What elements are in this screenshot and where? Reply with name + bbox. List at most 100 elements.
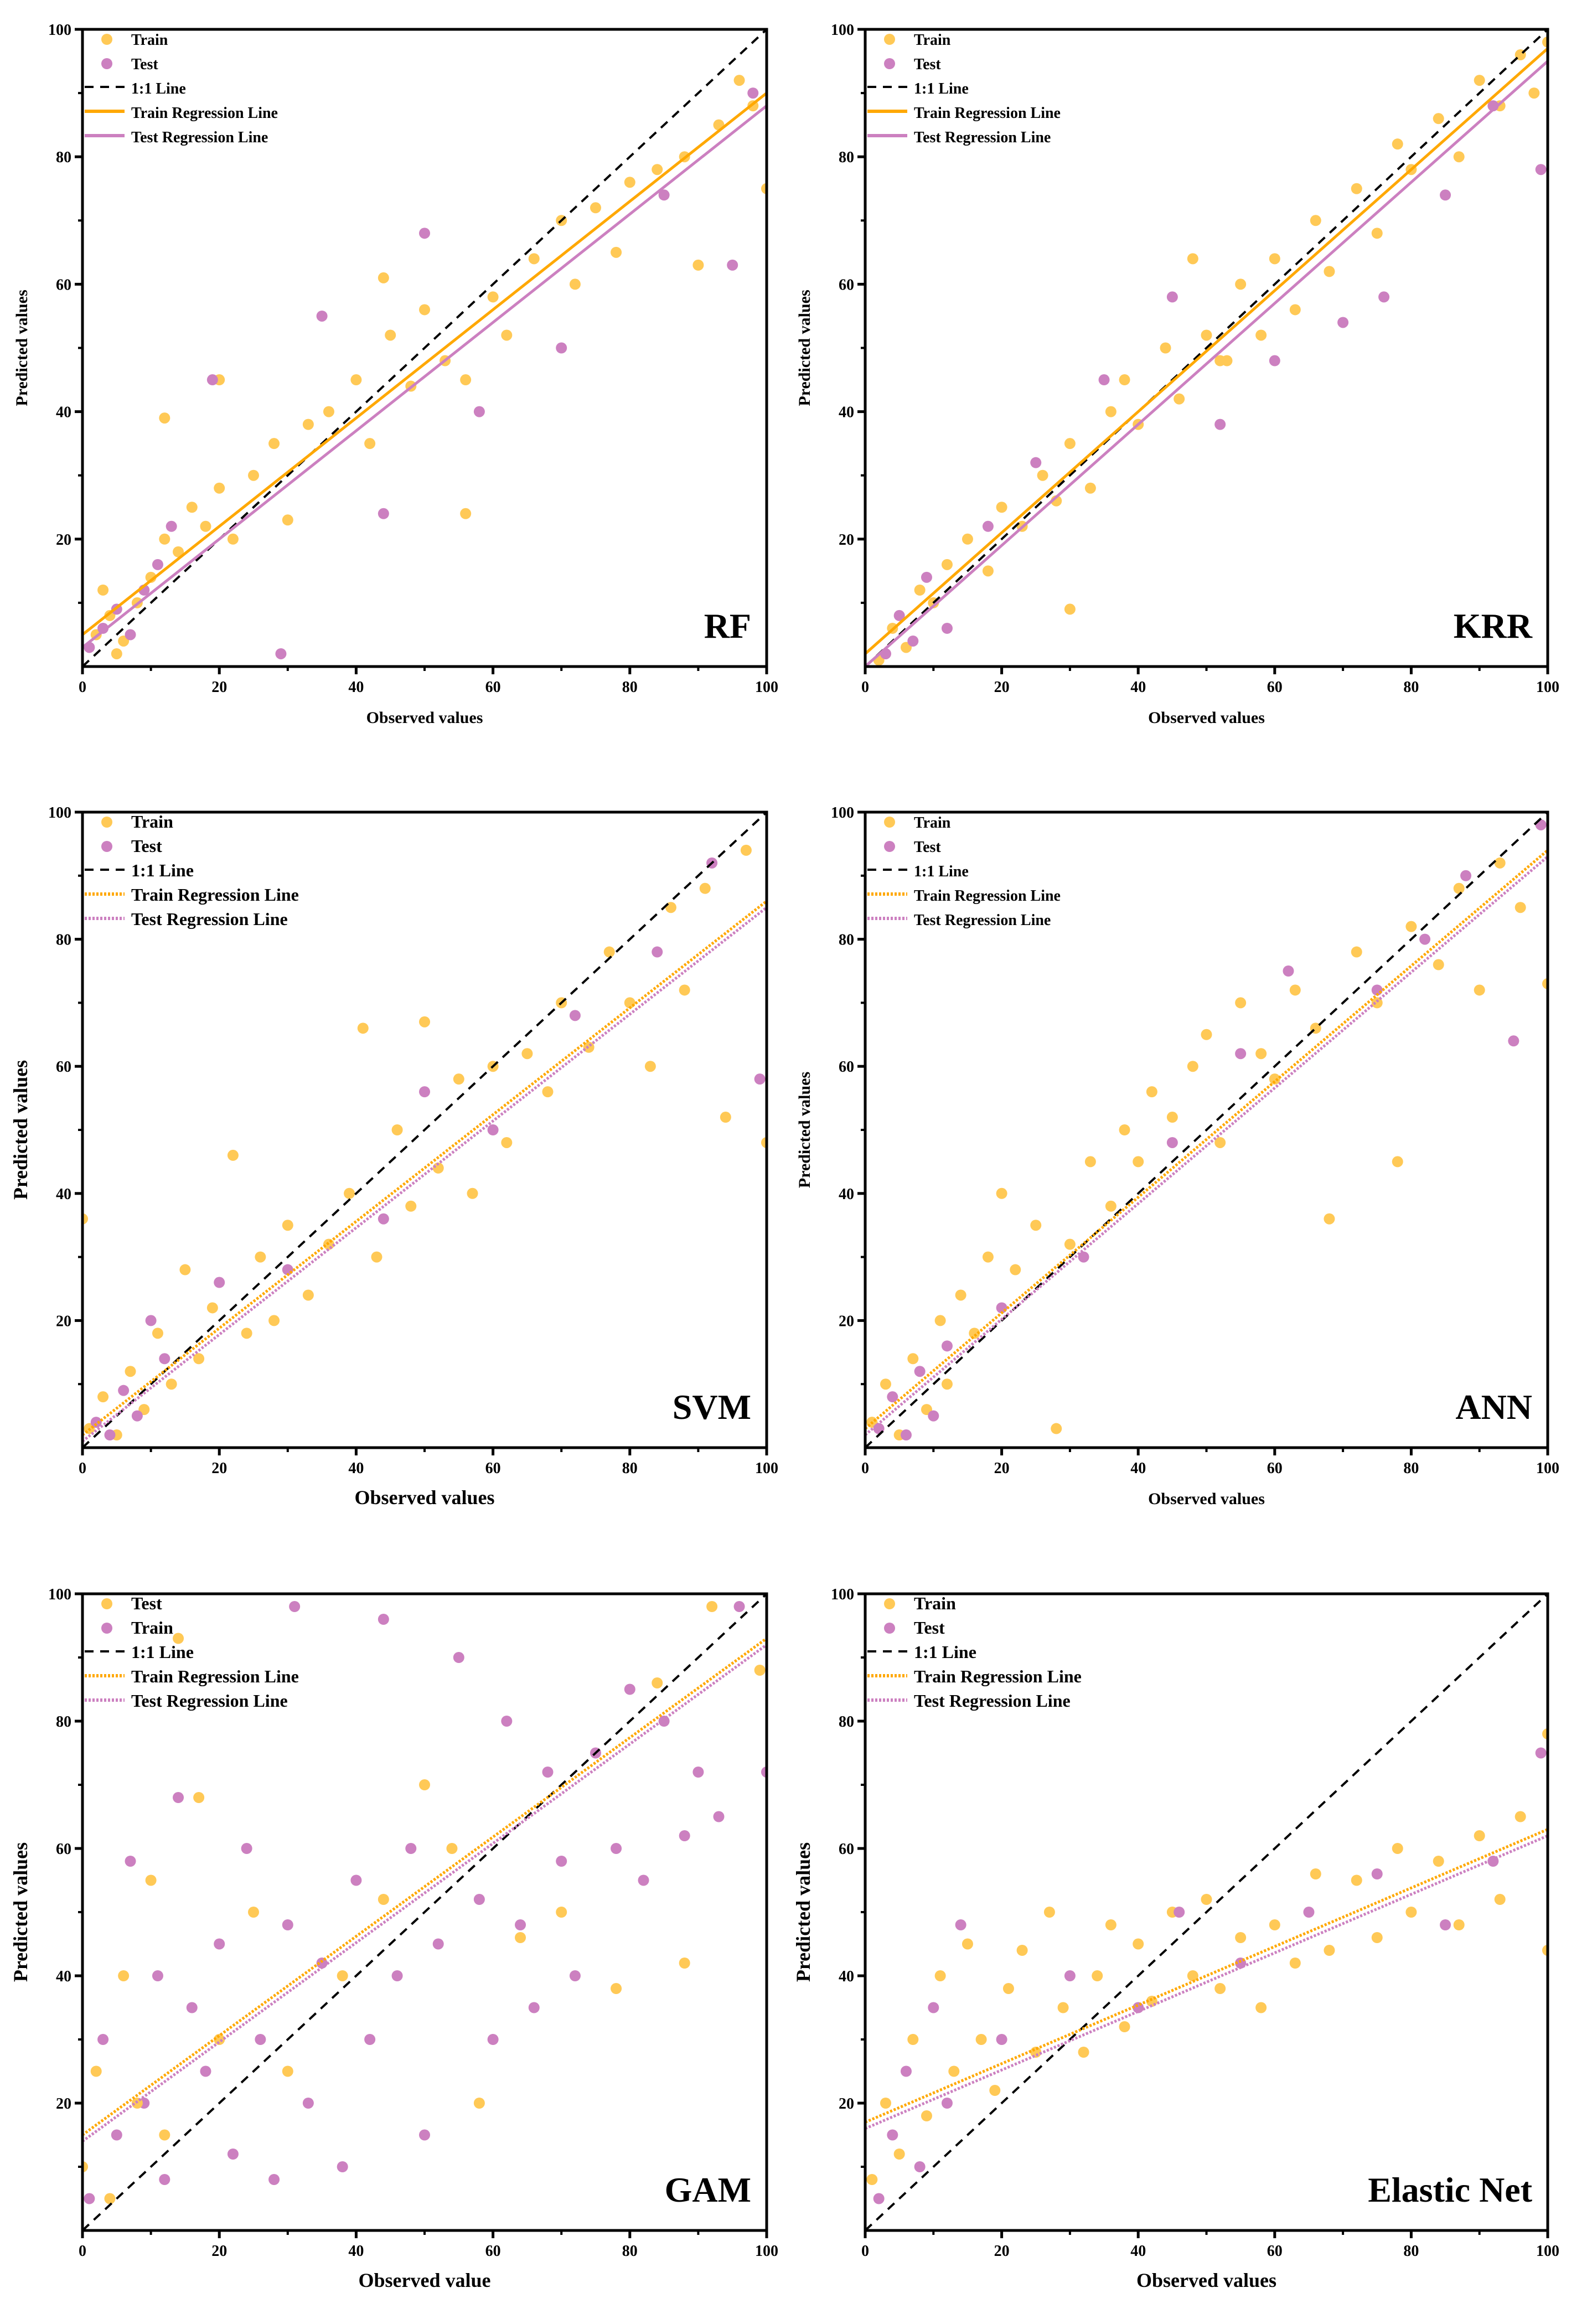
data-point-train (1016, 1945, 1028, 1956)
data-point-test (97, 622, 109, 634)
data-point-train (1174, 393, 1185, 405)
data-point-train (248, 1907, 259, 1918)
y-tick-label: 20 (839, 1313, 854, 1330)
data-point-train (1105, 406, 1117, 417)
data-point-train (1037, 469, 1048, 481)
data-point-test (1269, 355, 1280, 366)
data-point-test (125, 629, 136, 641)
data-point-train (1371, 997, 1383, 1009)
data-point-train (173, 546, 184, 557)
y-tick-label: 80 (56, 149, 71, 166)
legend-marker-test (101, 1598, 112, 1609)
x-tick-label: 100 (1536, 679, 1559, 696)
y-tick-label: 100 (831, 1586, 854, 1603)
legend-label: Test (914, 56, 941, 73)
x-tick-label: 20 (994, 679, 1010, 696)
data-point-train (1146, 1086, 1157, 1098)
data-point-test (928, 2002, 939, 2013)
x-tick-label: 20 (211, 679, 227, 696)
data-point-train (227, 533, 239, 545)
y-tick-label: 40 (56, 1186, 71, 1203)
data-point-train (1030, 1220, 1042, 1231)
plot-area (865, 812, 1548, 1448)
data-point-train (159, 2129, 170, 2141)
x-tick-label: 80 (622, 1460, 638, 1477)
data-point-train (1092, 1970, 1103, 1981)
data-point-test (453, 1652, 464, 1663)
legend-label: Train (914, 1593, 956, 1613)
data-point-train (1214, 1983, 1226, 1994)
data-point-test (268, 2174, 280, 2185)
data-point-train (1474, 1830, 1485, 1841)
data-point-train (302, 419, 314, 430)
data-point-train (521, 1048, 533, 1060)
data-point-train (193, 1353, 205, 1365)
data-point-test (515, 1919, 526, 1930)
data-point-train (364, 438, 376, 450)
legend-marker-train (884, 34, 895, 45)
data-point-train (166, 1378, 177, 1390)
data-point-test (914, 2161, 926, 2172)
panel-ann: 0 20 40 60 80 100 20 40 60 80 100 Observed values Pr… (795, 804, 1559, 1508)
x-tick-label: 60 (1267, 2243, 1283, 2260)
data-point-test (1419, 933, 1431, 945)
data-point-train (193, 1792, 205, 1803)
data-point-train (268, 438, 280, 450)
data-point-train (1235, 278, 1247, 290)
data-point-train (371, 1251, 383, 1263)
data-point-test (887, 2129, 898, 2141)
data-point-train (699, 882, 711, 894)
test-regression-line (82, 906, 767, 1443)
panel-svm: 0 20 40 60 80 100 20 40 60 80 100 Observed values Pr… (9, 804, 778, 1509)
data-point-train (1474, 75, 1485, 86)
data-point-train (1201, 1894, 1212, 1905)
data-point-train (1064, 438, 1076, 450)
y-tick-label: 20 (839, 2095, 854, 2113)
data-point-train (460, 508, 472, 519)
data-point-test (118, 1385, 130, 1396)
data-point-train (679, 984, 690, 996)
y-tick-label: 60 (839, 1058, 854, 1076)
legend-marker-train (101, 817, 112, 828)
data-point-train (1269, 1919, 1280, 1930)
data-point-train (982, 1251, 994, 1263)
x-tick-label: 40 (348, 1460, 364, 1477)
legend-marker-train (884, 817, 895, 828)
legend-label: Test Regression Line (131, 1691, 288, 1711)
data-point-test (1535, 164, 1547, 175)
data-point-test (364, 2034, 376, 2045)
data-point-test (255, 2034, 266, 2045)
x-tick-label: 40 (348, 2243, 364, 2260)
series-test (880, 100, 1547, 659)
y-axis-label: Predicted values (9, 1060, 32, 1200)
data-point-test (996, 2034, 1007, 2045)
data-point-train (1119, 1124, 1130, 1135)
data-point-train (1453, 882, 1465, 894)
plot-area (865, 1594, 1548, 2230)
data-point-test (145, 1315, 157, 1326)
data-point-train (880, 2098, 891, 2109)
data-point-test (713, 1811, 725, 1822)
data-point-train (1515, 1811, 1526, 1822)
panel-gam: 0 20 40 60 80 100 20 40 60 80 100 Observed value Pre… (9, 1586, 778, 2291)
data-point-train (515, 1932, 526, 1943)
data-point-train (1235, 997, 1247, 1009)
data-point-train (487, 291, 499, 303)
data-point-train (1187, 1970, 1198, 1981)
series-train (90, 75, 767, 659)
x-tick-label: 40 (1130, 679, 1146, 696)
data-point-test (111, 2129, 122, 2141)
identity-line (82, 1594, 767, 2230)
y-axis-label: Predicted values (13, 290, 31, 406)
legend-marker-test (884, 841, 895, 852)
x-tick-label: 40 (348, 679, 364, 696)
legend-label: Train Regression Line (131, 105, 278, 122)
data-point-train (624, 177, 635, 188)
y-tick-label: 60 (56, 1058, 71, 1076)
data-point-test (173, 1792, 184, 1803)
data-point-test (1440, 1919, 1451, 1930)
data-point-train (1310, 1868, 1321, 1879)
x-tick-label: 100 (755, 2243, 778, 2260)
legend-label: 1:1 Line (131, 80, 186, 97)
